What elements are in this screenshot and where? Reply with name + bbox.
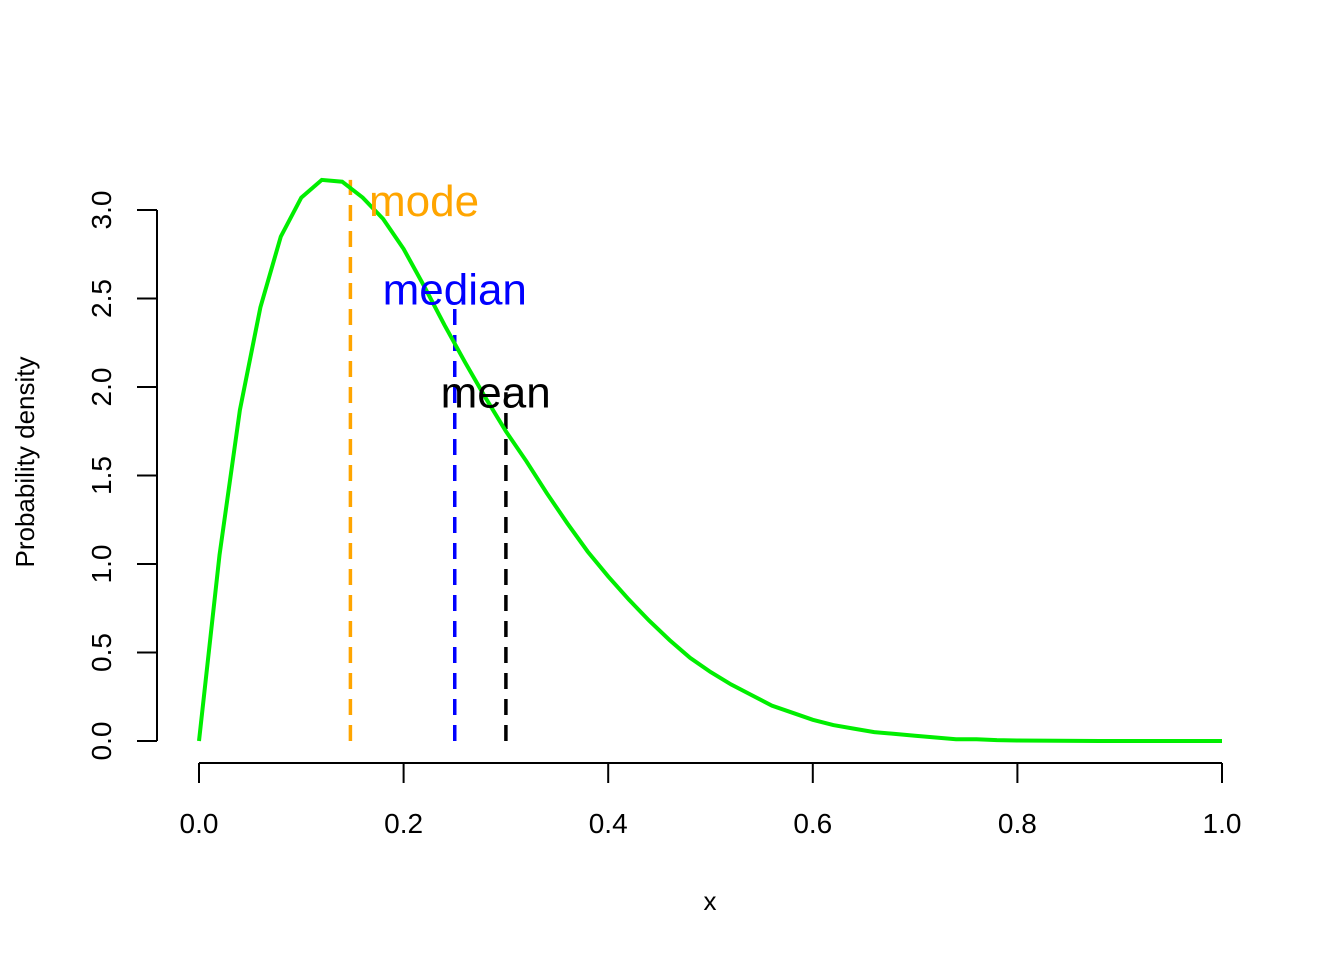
x-tick-label: 0.2 xyxy=(384,808,423,839)
curve-layer xyxy=(197,177,1222,743)
y-axis: 0.0 0.5 1.0 1.5 2.0 2.5 3.0 xyxy=(86,191,158,761)
x-axis-title: x xyxy=(704,886,717,916)
x-tick-label: 0.4 xyxy=(589,808,628,839)
y-tick-label: 2.5 xyxy=(86,279,117,318)
y-axis-title: Probability density xyxy=(10,357,40,568)
mean-label: mean xyxy=(441,368,551,417)
y-tick-label: 3.0 xyxy=(86,191,117,230)
density-curve xyxy=(197,177,1222,743)
y-tick-label: 2.0 xyxy=(86,368,117,407)
x-tick-label: 1.0 xyxy=(1203,808,1242,839)
x-tick-label: 0.6 xyxy=(793,808,832,839)
annotation-layer: mode median mean xyxy=(369,177,551,417)
y-tick-label: 1.0 xyxy=(86,545,117,584)
median-label: median xyxy=(383,266,527,315)
stat-lines xyxy=(348,179,508,741)
x-tick-label: 0.8 xyxy=(998,808,1037,839)
y-tick-label: 0.5 xyxy=(86,633,117,672)
x-tick-label: 0.0 xyxy=(180,808,219,839)
x-axis: 0.0 0.2 0.4 0.6 0.8 1.0 xyxy=(180,762,1242,839)
y-tick-label: 0.0 xyxy=(86,722,117,761)
y-tick-label: 1.5 xyxy=(86,456,117,495)
mode-label: mode xyxy=(369,177,479,226)
